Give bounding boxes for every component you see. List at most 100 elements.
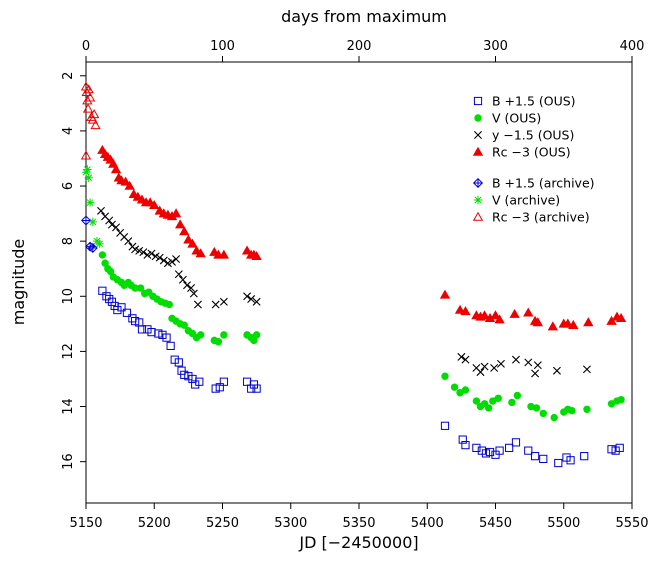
data-point [524,446,533,455]
data-point [494,314,505,324]
data-point [170,208,182,218]
data-point [460,306,471,316]
x-tick-label: 5250 [206,516,239,531]
data-point [149,200,160,210]
data-point [122,308,132,317]
data-point [88,217,98,227]
data-point [83,84,94,94]
bottom-axis-ticks: 5150 5200 5250 5300 5350 5400 5450 5500 5550 [69,503,649,531]
data-point [124,180,135,190]
data-point [530,452,540,461]
data-point [531,369,540,378]
data-point [485,447,495,457]
legend-item: Rc −3 (archive) [472,210,590,225]
y-tick-label: 16 [61,453,76,470]
data-point [105,294,114,304]
legend-label: B +1.5 (OUS) [492,94,576,109]
data-point [490,310,501,320]
data-point [457,352,466,361]
data-point [252,331,261,339]
data-point [523,307,534,317]
data-point [583,405,591,413]
data-point [617,395,625,404]
data-point [566,456,575,465]
data-point [247,384,256,393]
data-point [454,304,466,314]
data-point [479,310,490,320]
data-point [568,406,576,415]
y-axis-title: magnitude [9,239,28,326]
data-point [243,292,252,301]
legend-item: Rc −3 (OUS) [472,145,571,160]
y-tick-label: 10 [61,288,76,305]
data-point [189,289,198,298]
data-point [439,289,451,299]
data-point [98,251,107,259]
data-point [85,198,95,207]
data-point [247,295,256,304]
series-1 [98,251,625,422]
data-point [450,383,459,391]
data-point [494,394,502,402]
data-point [155,253,164,262]
data-point [562,318,574,328]
legend-label: y −1.5 (OUS) [492,128,574,143]
data-point [250,336,258,345]
data-point [214,338,223,346]
data-point [175,219,186,229]
data-point [124,237,133,246]
legend-label: V (archive) [492,193,560,208]
data-point [193,300,202,309]
data-point [90,120,101,130]
x2-tick-label: 100 [210,39,235,54]
x-tick-label: 5550 [615,516,648,531]
legend-label: Rc −3 (archive) [492,210,590,225]
x-tick-label: 5150 [69,516,102,531]
legend-marker [472,146,484,156]
data-point [489,397,497,405]
data-point [166,341,175,350]
y-tick-label: 6 [61,182,76,190]
x-tick-label: 5400 [411,516,444,531]
data-point [456,389,464,397]
data-point [252,297,261,306]
data-point [177,366,186,375]
data-point [607,400,616,408]
data-point [484,404,493,412]
data-point [187,238,198,248]
series-0 [98,286,624,468]
legend-marker [473,195,483,205]
data-point [110,164,122,174]
series-2 [97,206,591,378]
x2-tick-label: 300 [483,39,508,54]
data-point [511,355,520,364]
data-point [178,275,187,284]
legend-item: y −1.5 (OUS) [474,128,574,143]
x-tick-label: 5200 [138,516,171,531]
data-point [568,319,579,329]
data-point [583,317,594,327]
data-point [165,300,173,309]
data-point [84,173,93,182]
data-point [440,421,450,430]
data-point [87,114,98,124]
data-point [218,249,230,259]
data-point [582,365,591,374]
series-4 [80,215,98,254]
left-axis-ticks: 2 4 6 8 10 12 14 16 [61,72,86,470]
data-point [183,234,194,244]
data-point [219,297,228,306]
legend-marker [473,96,483,106]
data-point [554,458,563,468]
data-point [511,438,521,447]
data-point [112,223,121,232]
series-6 [80,81,101,160]
data-point [80,215,92,226]
data-point [480,362,489,371]
x-tick-label: 5450 [479,516,512,531]
data-point [107,220,116,229]
data-point [87,243,98,254]
data-point [147,249,156,258]
legend-marker [474,114,482,122]
data-point [179,226,190,236]
